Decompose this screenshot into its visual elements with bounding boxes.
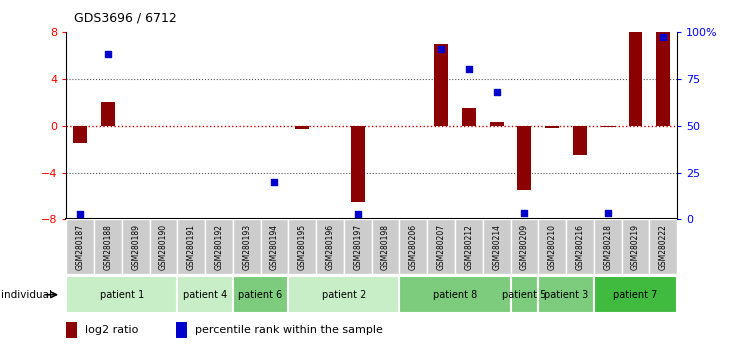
Text: GSM280210: GSM280210 — [548, 224, 556, 270]
Bar — [622, 219, 649, 274]
Bar — [316, 219, 344, 274]
Point — [74, 211, 86, 217]
Bar — [629, 32, 643, 126]
Bar — [566, 219, 594, 274]
Point — [102, 52, 114, 57]
Bar — [177, 219, 205, 274]
Text: log2 ratio: log2 ratio — [85, 325, 138, 335]
Bar — [372, 219, 400, 274]
Bar — [511, 276, 538, 313]
Text: GSM280197: GSM280197 — [353, 224, 362, 270]
Bar — [66, 219, 94, 274]
Text: patient 3: patient 3 — [544, 290, 588, 300]
Bar — [205, 219, 233, 274]
Bar — [295, 126, 309, 129]
Text: GSM280209: GSM280209 — [520, 224, 529, 270]
Bar — [649, 219, 677, 274]
Point — [269, 179, 280, 185]
Bar — [594, 219, 622, 274]
Point — [463, 67, 475, 72]
Text: GSM280219: GSM280219 — [631, 224, 640, 270]
Bar — [66, 322, 77, 338]
Text: patient 2: patient 2 — [322, 290, 366, 300]
Bar — [289, 276, 400, 313]
Text: patient 7: patient 7 — [613, 290, 658, 300]
Bar — [538, 276, 594, 313]
Text: GSM280187: GSM280187 — [76, 224, 85, 270]
Bar — [177, 276, 233, 313]
Point — [518, 210, 530, 216]
Point — [657, 35, 669, 40]
Text: GSM280192: GSM280192 — [214, 224, 224, 270]
Text: GSM280216: GSM280216 — [576, 224, 584, 270]
Text: GSM280191: GSM280191 — [187, 224, 196, 270]
Text: GSM280206: GSM280206 — [408, 224, 418, 270]
Bar — [601, 126, 615, 127]
Text: GSM280193: GSM280193 — [242, 224, 251, 270]
Bar — [233, 276, 289, 313]
Text: percentile rank within the sample: percentile rank within the sample — [194, 325, 383, 335]
Bar — [94, 219, 121, 274]
Bar — [400, 219, 427, 274]
Text: patient 8: patient 8 — [433, 290, 477, 300]
Text: GSM280214: GSM280214 — [492, 224, 501, 270]
Text: GDS3696 / 6712: GDS3696 / 6712 — [74, 12, 177, 25]
Bar — [344, 219, 372, 274]
Text: GSM280222: GSM280222 — [659, 224, 668, 270]
Bar — [573, 126, 587, 155]
Point — [602, 210, 614, 216]
Point — [352, 211, 364, 217]
Bar — [233, 219, 261, 274]
Text: patient 1: patient 1 — [99, 290, 144, 300]
Text: GSM280218: GSM280218 — [604, 224, 612, 270]
Bar — [455, 219, 483, 274]
Bar — [594, 276, 677, 313]
Bar — [73, 126, 87, 143]
Point — [491, 89, 503, 95]
Bar — [66, 276, 177, 313]
Bar — [101, 102, 115, 126]
Bar — [121, 219, 149, 274]
Bar — [517, 126, 531, 190]
Text: GSM280189: GSM280189 — [131, 224, 140, 270]
Bar — [261, 219, 289, 274]
Bar — [489, 122, 503, 126]
Bar — [176, 322, 187, 338]
Bar — [434, 44, 448, 126]
Bar — [427, 219, 455, 274]
Text: GSM280196: GSM280196 — [325, 224, 335, 270]
Bar — [149, 219, 177, 274]
Text: GSM280195: GSM280195 — [298, 224, 307, 270]
Bar — [289, 219, 316, 274]
Text: GSM280194: GSM280194 — [270, 224, 279, 270]
Text: patient 5: patient 5 — [502, 290, 547, 300]
Bar — [545, 126, 559, 128]
Bar — [657, 32, 670, 126]
Bar — [351, 126, 365, 202]
Text: GSM280190: GSM280190 — [159, 224, 168, 270]
Point — [435, 46, 447, 52]
Bar — [462, 108, 475, 126]
Text: GSM280212: GSM280212 — [464, 224, 473, 270]
Bar — [483, 219, 511, 274]
Text: GSM280207: GSM280207 — [436, 224, 445, 270]
Bar — [538, 219, 566, 274]
Text: GSM280188: GSM280188 — [103, 224, 113, 270]
Bar — [511, 219, 538, 274]
Text: patient 4: patient 4 — [183, 290, 227, 300]
Text: patient 6: patient 6 — [238, 290, 283, 300]
Text: GSM280198: GSM280198 — [381, 224, 390, 270]
Text: individual: individual — [1, 290, 52, 300]
Bar — [400, 276, 511, 313]
